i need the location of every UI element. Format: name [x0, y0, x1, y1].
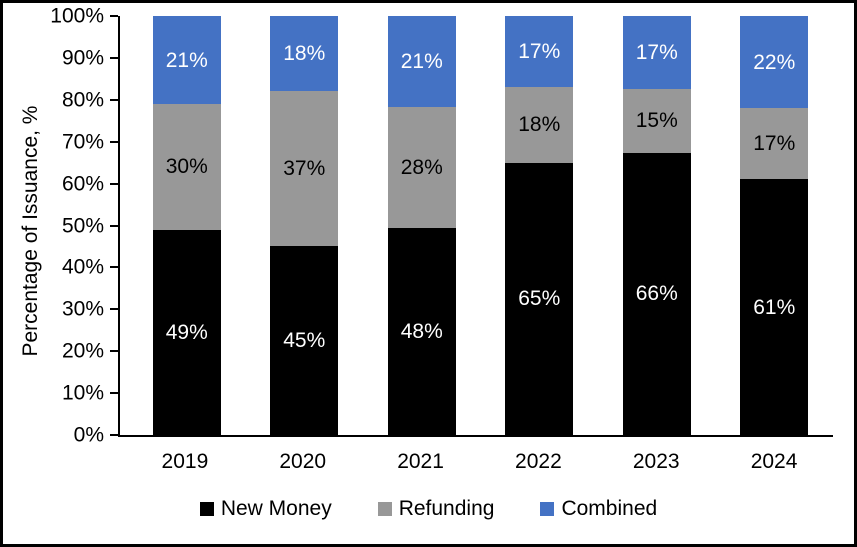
segment-combined: 21%	[152, 16, 221, 105]
x-axis-label-2024: 2024	[750, 450, 798, 473]
segment-value-label: 18%	[283, 42, 326, 66]
y-axis-tick	[110, 140, 118, 143]
y-axis-tick-label: 90%	[61, 46, 104, 70]
segment-value-label: 45%	[283, 329, 326, 353]
bar-slot-2020: 18% 37% 45%	[246, 16, 364, 435]
x-axis-label-2019: 2019	[161, 450, 209, 473]
segment-new-money: 48%	[387, 227, 456, 435]
stacked-bar-2022: 17% 18% 65%	[505, 16, 574, 435]
y-axis-tick	[110, 434, 118, 436]
y-axis-tick	[110, 56, 118, 59]
legend-label: New Money	[220, 497, 332, 520]
segment-new-money: 65%	[505, 162, 574, 435]
segment-refunding: 30%	[152, 104, 221, 230]
segment-refunding: 18%	[505, 87, 574, 163]
y-axis-tick	[110, 350, 118, 353]
y-axis-tick	[110, 98, 118, 101]
segment-value-label: 21%	[400, 49, 443, 73]
segment-new-money: 49%	[152, 229, 221, 435]
legend-marker-icon	[199, 502, 214, 516]
bar-slot-2023: 17% 15% 66%	[598, 16, 716, 435]
x-axis-label-2020: 2020	[279, 450, 327, 473]
y-axis-tick	[110, 392, 118, 395]
y-axis-tick-label: 0%	[73, 423, 104, 447]
bars-container: 21% 30% 49% 18% 37% 45% 21% 28% 48% 17% 18% 65% 17% 1…	[128, 16, 833, 435]
y-axis-tick-label: 80%	[61, 88, 104, 112]
bar-slot-2022: 17% 18% 65%	[481, 16, 599, 435]
segment-value-label: 21%	[165, 48, 208, 72]
segment-value-label: 17%	[518, 40, 561, 64]
segment-new-money: 66%	[622, 152, 691, 435]
segment-refunding: 15%	[622, 88, 691, 153]
y-axis-tick-label: 70%	[61, 130, 104, 154]
x-axis-label-2021: 2021	[397, 450, 444, 473]
y-axis-tick-label: 40%	[61, 255, 104, 279]
segment-value-label: 65%	[518, 287, 561, 311]
chart-legend: New Money Refunding Combined	[3, 497, 854, 521]
segment-value-label: 15%	[635, 109, 678, 133]
legend-label: Refunding	[398, 497, 495, 520]
legend-label: Combined	[561, 497, 658, 520]
plot-area: 0% 10% 20% 30% 40% 50% 60% 70% 80% 90% 100% 21% 30%…	[50, 6, 833, 446]
segment-new-money: 61%	[740, 179, 809, 435]
stacked-bar-2023: 17% 15% 66%	[622, 16, 691, 435]
y-axis-tick	[110, 308, 118, 311]
y-axis-tick	[110, 224, 118, 227]
y-axis-tick-label: 30%	[61, 297, 104, 321]
segment-value-label: 37%	[283, 157, 326, 181]
stacked-bar-2021: 21% 28% 48%	[387, 16, 456, 435]
segment-value-label: 22%	[753, 50, 796, 74]
segment-combined: 17%	[622, 16, 691, 89]
segment-combined: 22%	[740, 16, 809, 109]
x-axis-label-2022: 2022	[515, 450, 562, 473]
y-axis-tick-label: 20%	[61, 339, 104, 363]
segment-combined: 21%	[387, 16, 456, 107]
bar-slot-2021: 21% 28% 48%	[363, 16, 481, 435]
legend-item-combined: Combined	[540, 497, 657, 521]
stacked-bar-2020: 18% 37% 45%	[270, 16, 339, 435]
segment-value-label: 49%	[165, 320, 208, 344]
segment-value-label: 17%	[635, 40, 678, 64]
segment-new-money: 45%	[270, 246, 339, 435]
segment-refunding: 37%	[270, 91, 339, 247]
y-axis-tick-label: 10%	[61, 381, 104, 405]
y-axis-tick-label: 100%	[50, 4, 104, 28]
y-axis-tick	[110, 15, 118, 17]
y-axis-tick	[110, 182, 118, 185]
segment-value-label: 30%	[165, 155, 208, 179]
segment-value-label: 48%	[400, 319, 443, 343]
legend-item-new-money: New Money	[199, 497, 332, 521]
bar-slot-2019: 21% 30% 49%	[128, 16, 246, 435]
legend-marker-icon	[540, 502, 555, 516]
y-axis-tick-label: 50%	[61, 214, 104, 237]
segment-combined: 18%	[270, 16, 339, 92]
segment-combined: 17%	[505, 16, 574, 88]
segment-refunding: 17%	[740, 108, 809, 180]
segment-value-label: 17%	[753, 132, 796, 156]
segment-value-label: 18%	[518, 113, 561, 137]
x-axis-labels: 2019 2020 2021 2022 2023 2024	[126, 450, 833, 474]
y-axis-tick-label: 60%	[61, 172, 104, 196]
y-axis-tick	[110, 266, 118, 269]
segment-value-label: 28%	[400, 155, 443, 179]
stacked-bar-2024: 22% 17% 61%	[740, 16, 809, 435]
segment-refunding: 28%	[387, 106, 456, 228]
stacked-bar-2019: 21% 30% 49%	[152, 16, 221, 435]
x-axis-label-2023: 2023	[632, 450, 680, 473]
legend-item-refunding: Refunding	[377, 497, 495, 521]
legend-marker-icon	[377, 502, 392, 516]
segment-value-label: 66%	[635, 282, 678, 306]
bar-slot-2024: 22% 17% 61%	[716, 16, 834, 435]
segment-value-label: 61%	[753, 295, 796, 319]
